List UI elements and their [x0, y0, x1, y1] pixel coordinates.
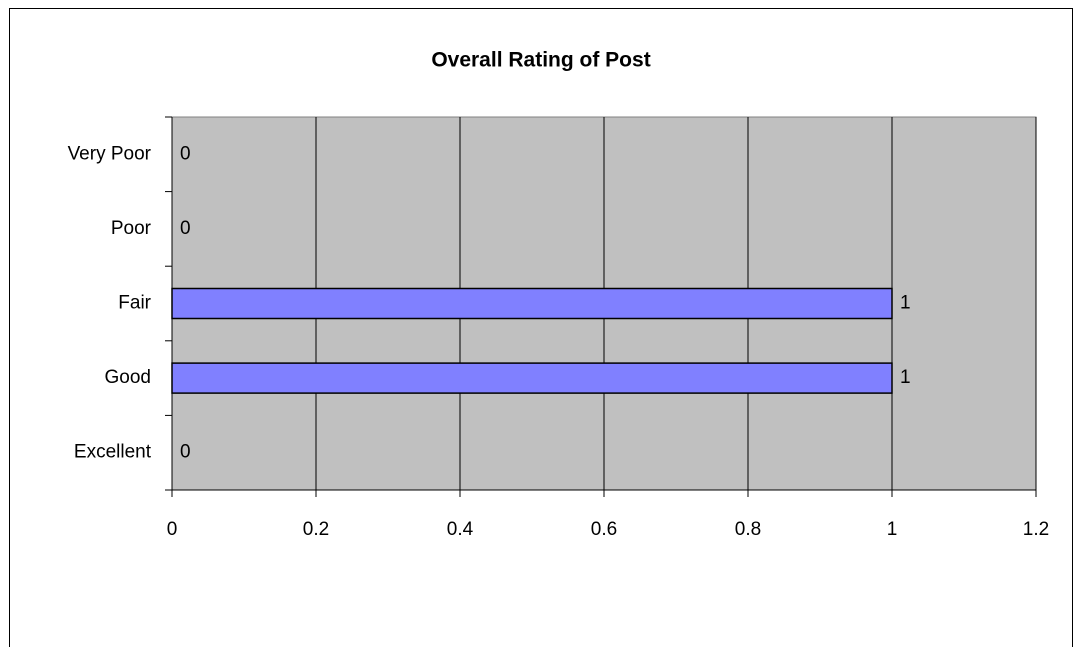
- data-label: 0: [180, 442, 191, 463]
- x-tick-label: 0.4: [447, 519, 474, 540]
- y-tick-label: Fair: [118, 293, 151, 314]
- chart-title: Overall Rating of Post: [431, 49, 650, 72]
- x-tick-label: 0.8: [735, 519, 761, 540]
- data-label: 1: [900, 367, 911, 388]
- x-tick-label: 1.2: [1023, 519, 1049, 540]
- bar: [171, 287, 893, 320]
- x-tick-label: 1: [887, 519, 898, 540]
- y-tick-label: Good: [105, 367, 151, 388]
- y-tick-label: Very Poor: [68, 143, 152, 164]
- bar: [171, 362, 893, 394]
- y-tick-label: Poor: [111, 218, 152, 239]
- y-tick-label: Excellent: [74, 442, 152, 463]
- x-tick-label: 0.2: [303, 519, 329, 540]
- data-label: 0: [180, 218, 191, 239]
- data-label: 1: [900, 293, 911, 314]
- data-label: 0: [180, 143, 191, 164]
- x-tick-label: 0.6: [591, 519, 617, 540]
- x-tick-label: 0: [167, 519, 178, 540]
